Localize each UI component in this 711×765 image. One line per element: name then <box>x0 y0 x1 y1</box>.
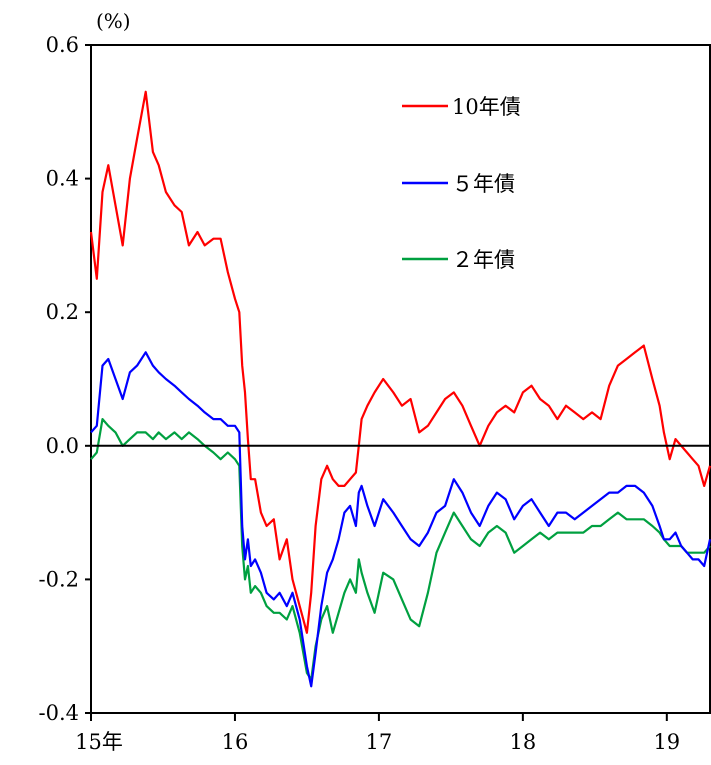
y-tick-label: -0.4 <box>39 701 80 725</box>
y-tick-label: 0.6 <box>46 33 79 57</box>
legend-label: 10年債 <box>452 95 521 119</box>
series-line-0 <box>89 90 711 634</box>
x-axis: 15年 16 17 18 19 <box>75 713 680 754</box>
x-tick-label: 19 <box>653 730 680 754</box>
series-line-1 <box>90 351 711 688</box>
x-tick-label: 16 <box>222 730 249 754</box>
legend-label: ２年債 <box>452 248 515 272</box>
y-tick-label: 0.2 <box>46 300 79 324</box>
legend-label: ５年債 <box>452 172 515 196</box>
plot-frame <box>90 44 711 714</box>
y-axis: 0.6 0.4 0.2 0.0 -0.2 -0.4 <box>39 33 91 725</box>
legend: 10年債 ５年債 ２年債 <box>402 95 521 272</box>
series-group <box>89 90 711 688</box>
y-axis-unit-label: (%) <box>96 9 131 33</box>
y-tick-label: 0.4 <box>46 167 79 191</box>
series-line-2 <box>90 418 711 681</box>
x-tick-label: 18 <box>509 730 536 754</box>
y-tick-label: 0.0 <box>46 434 79 458</box>
x-tick-label: 15年 <box>75 730 123 754</box>
x-tick-label: 17 <box>366 730 393 754</box>
plot-area <box>89 44 711 714</box>
y-tick-label: -0.2 <box>39 567 80 591</box>
